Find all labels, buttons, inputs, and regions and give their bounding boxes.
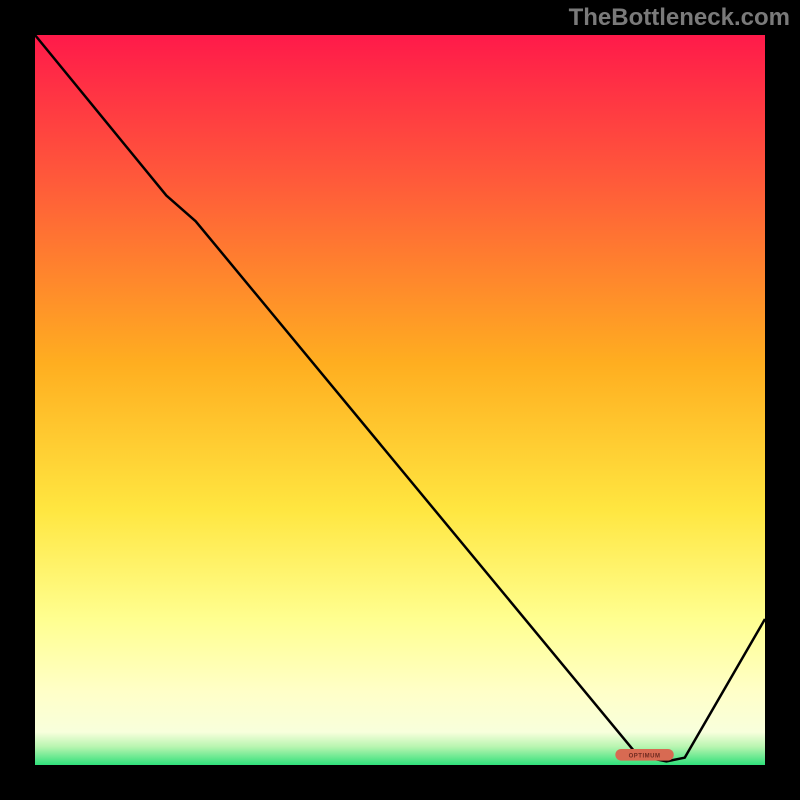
optimum-label: OPTIMUM <box>629 753 661 759</box>
plot-gradient <box>35 35 765 765</box>
watermark-text: TheBottleneck.com <box>569 4 790 32</box>
bottleneck-chart: OPTIMUM <box>0 0 800 800</box>
